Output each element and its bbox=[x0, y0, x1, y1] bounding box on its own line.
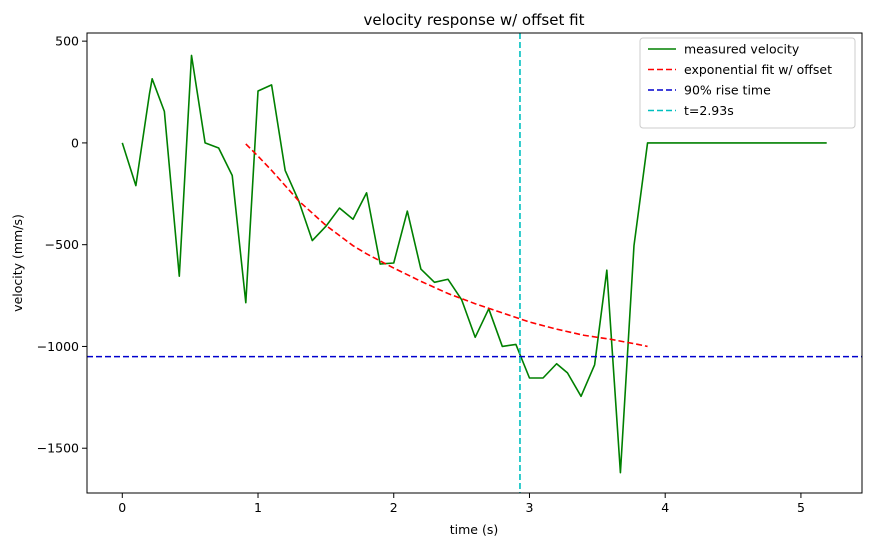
y-axis-label: velocity (mm/s) bbox=[10, 214, 25, 312]
series-group bbox=[87, 33, 862, 493]
legend-label-measured-velocity: measured velocity bbox=[684, 42, 800, 57]
legend: measured velocity exponential fit w/ offs… bbox=[639, 37, 856, 129]
plot-area bbox=[87, 33, 862, 493]
legend-label-90-rise-time: 90% rise time bbox=[684, 83, 771, 98]
x-tick-label: 5 bbox=[797, 500, 805, 515]
y-tick-label: −500 bbox=[45, 237, 79, 252]
x-tick-label: 1 bbox=[254, 500, 262, 515]
legend-label-exponential-fit-w-offset: exponential fit w/ offset bbox=[684, 62, 832, 77]
x-tick-label: 2 bbox=[390, 500, 398, 515]
legend-box bbox=[639, 37, 856, 129]
y-tick-label: 0 bbox=[71, 135, 79, 150]
chart-title: velocity response w/ offset fit bbox=[364, 11, 585, 29]
series-exponential-fit-w-offset bbox=[245, 143, 648, 348]
y-tick-label: −1500 bbox=[37, 441, 79, 456]
axes: 0 1 2 3 4 5 500 0 −500 −1000 −1500 bbox=[37, 34, 805, 515]
x-axis-label: time (s) bbox=[450, 522, 498, 537]
x-tick-label: 3 bbox=[525, 500, 533, 515]
x-tick-label: 4 bbox=[661, 500, 669, 515]
legend-label-t-2-93s: t=2.93s bbox=[684, 103, 734, 118]
plot-frame bbox=[86, 32, 863, 494]
y-tick-label: 500 bbox=[55, 34, 79, 49]
series-measured-velocity bbox=[121, 54, 827, 474]
y-tick-label: −1000 bbox=[37, 339, 79, 354]
x-tick-label: 0 bbox=[118, 500, 126, 515]
